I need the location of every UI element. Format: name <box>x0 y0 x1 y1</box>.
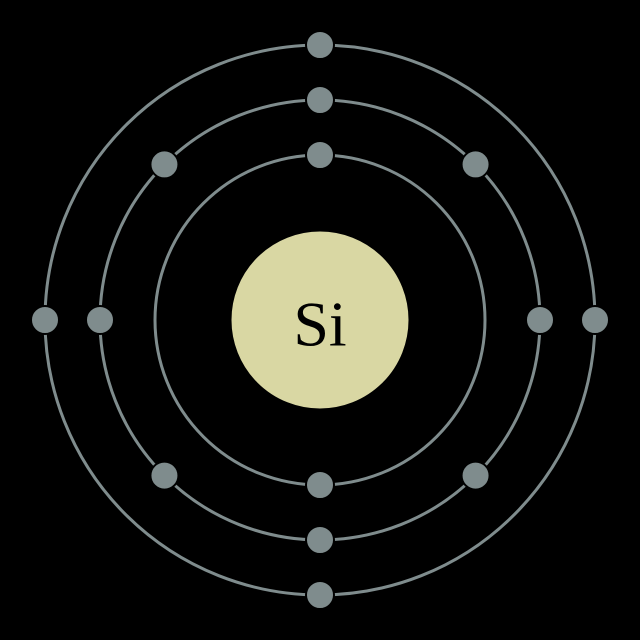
bohr-diagram: Si <box>0 0 640 640</box>
electron-shell3 <box>306 31 334 59</box>
electron-shell2 <box>526 306 554 334</box>
electron-shell2 <box>150 462 178 490</box>
electron-shell2 <box>462 462 490 490</box>
electron-shell1 <box>306 471 334 499</box>
electron-shell3 <box>306 581 334 609</box>
electron-shell2 <box>306 526 334 554</box>
electron-shell2 <box>306 86 334 114</box>
electron-shell3 <box>581 306 609 334</box>
electron-shell2 <box>86 306 114 334</box>
element-symbol: Si <box>293 289 346 360</box>
electron-shell2 <box>150 150 178 178</box>
electron-shell1 <box>306 141 334 169</box>
electron-shell2 <box>462 150 490 178</box>
electron-shell3 <box>31 306 59 334</box>
